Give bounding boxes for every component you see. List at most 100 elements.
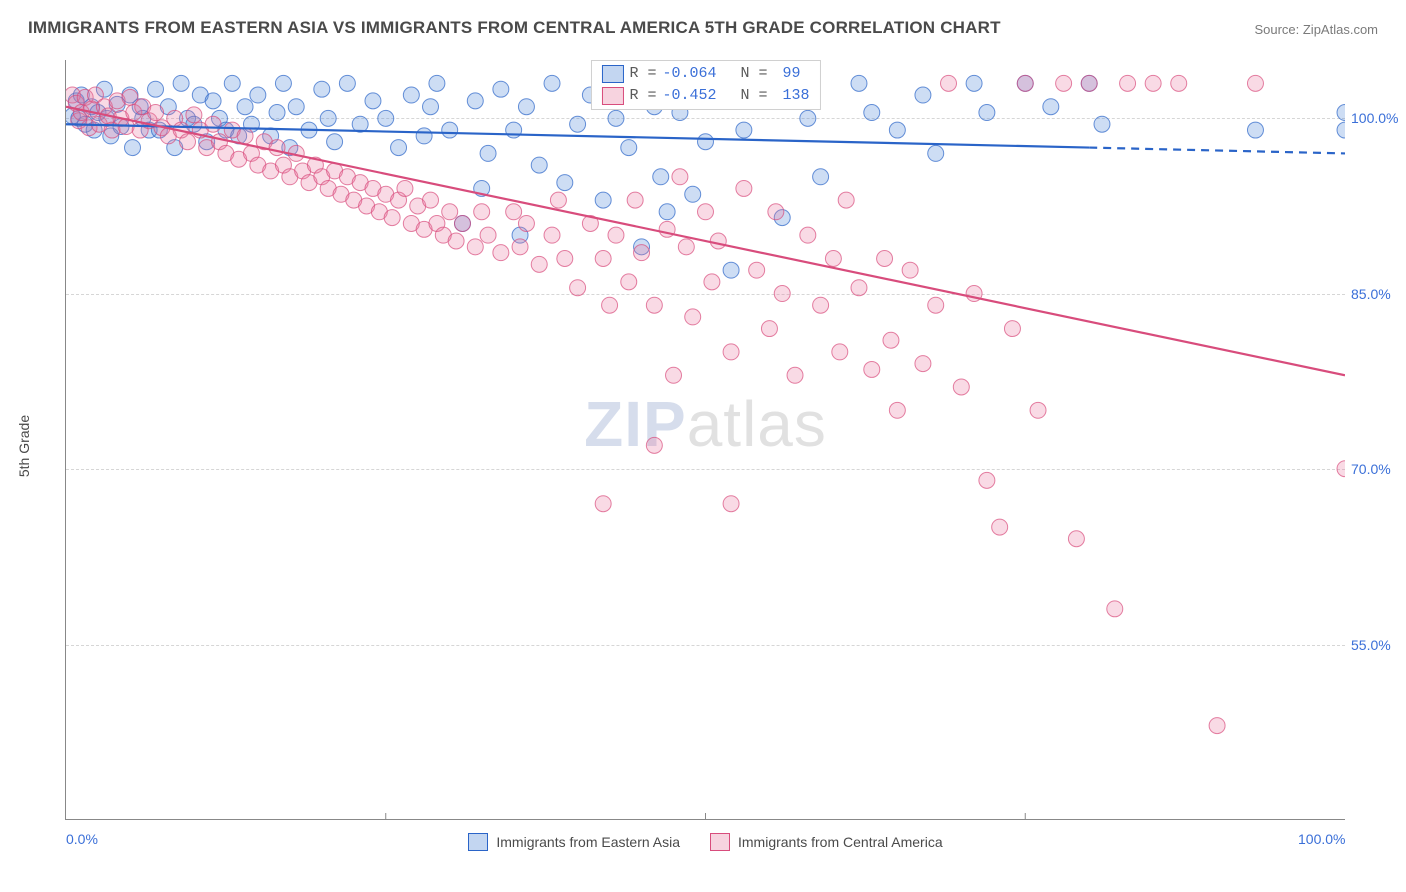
data-point-pink — [1004, 321, 1020, 337]
legend-stat-row-blue: R = -0.064 N = 99 — [601, 63, 809, 85]
data-point-pink — [768, 204, 784, 220]
data-point-blue — [736, 122, 752, 138]
data-point-pink — [672, 169, 688, 185]
data-point-blue — [205, 93, 221, 109]
data-point-pink — [646, 437, 662, 453]
legend-label: Immigrants from Eastern Asia — [496, 834, 680, 850]
data-point-blue — [557, 175, 573, 191]
data-point-pink — [1247, 75, 1263, 91]
data-point-pink — [506, 204, 522, 220]
data-point-pink — [761, 321, 777, 337]
data-point-pink — [883, 332, 899, 348]
data-point-pink — [384, 210, 400, 226]
data-point-pink — [442, 204, 458, 220]
data-point-pink — [736, 180, 752, 196]
data-point-pink — [774, 286, 790, 302]
data-point-blue — [570, 116, 586, 132]
data-point-pink — [698, 204, 714, 220]
data-point-blue — [621, 140, 637, 156]
chart-container: IMMIGRANTS FROM EASTERN ASIA VS IMMIGRAN… — [0, 0, 1406, 892]
data-point-blue — [1247, 122, 1263, 138]
data-point-pink — [1107, 601, 1123, 617]
data-point-blue — [889, 122, 905, 138]
data-point-pink — [864, 361, 880, 377]
data-point-pink — [787, 367, 803, 383]
data-point-pink — [1337, 461, 1345, 477]
data-point-pink — [621, 274, 637, 290]
data-point-pink — [838, 192, 854, 208]
data-point-pink — [608, 227, 624, 243]
data-point-blue — [275, 75, 291, 91]
y-tick-label: 85.0% — [1351, 286, 1403, 302]
data-point-pink — [448, 233, 464, 249]
data-point-pink — [813, 297, 829, 313]
data-point-pink — [186, 107, 202, 123]
data-point-blue — [595, 192, 611, 208]
data-point-pink — [531, 256, 547, 272]
data-point-pink — [480, 227, 496, 243]
data-point-pink — [825, 251, 841, 267]
data-point-blue — [320, 110, 336, 126]
legend-bottom: Immigrants from Eastern AsiaImmigrants f… — [66, 833, 1345, 851]
data-point-pink — [467, 239, 483, 255]
data-point-pink — [550, 192, 566, 208]
data-point-pink — [723, 496, 739, 512]
data-point-pink — [710, 233, 726, 249]
y-tick-label: 55.0% — [1351, 637, 1403, 653]
legend-stat-row-pink: R = -0.452 N = 138 — [601, 85, 809, 107]
data-point-pink — [1120, 75, 1136, 91]
legend-swatch-blue — [468, 833, 488, 851]
data-point-pink — [749, 262, 765, 278]
data-point-blue — [327, 134, 343, 150]
data-point-pink — [512, 239, 528, 255]
data-point-pink — [595, 251, 611, 267]
data-point-pink — [832, 344, 848, 360]
data-point-blue — [314, 81, 330, 97]
data-point-pink — [1068, 531, 1084, 547]
y-axis-label: 5th Grade — [16, 415, 32, 477]
data-point-pink — [646, 297, 662, 313]
data-point-blue — [442, 122, 458, 138]
data-point-blue — [659, 204, 675, 220]
plot-area: ZIPatlas R = -0.064 N = 99R = -0.452 N =… — [65, 60, 1345, 820]
data-point-blue — [979, 105, 995, 121]
data-point-blue — [391, 140, 407, 156]
data-point-blue — [608, 110, 624, 126]
data-point-blue — [378, 110, 394, 126]
data-point-pink — [1209, 718, 1225, 734]
data-point-pink — [544, 227, 560, 243]
data-point-pink — [180, 134, 196, 150]
data-point-pink — [877, 251, 893, 267]
data-point-blue — [288, 99, 304, 115]
data-point-pink — [557, 251, 573, 267]
data-point-blue — [653, 169, 669, 185]
data-point-blue — [493, 81, 509, 97]
data-point-blue — [429, 75, 445, 91]
data-point-pink — [148, 105, 164, 121]
data-point-pink — [941, 75, 957, 91]
data-point-blue — [723, 262, 739, 278]
data-point-pink — [634, 245, 650, 261]
data-point-blue — [250, 87, 266, 103]
legend-swatch-blue — [601, 65, 623, 83]
data-point-pink — [1081, 75, 1097, 91]
data-point-pink — [685, 309, 701, 325]
data-point-blue — [518, 99, 534, 115]
data-point-blue — [1043, 99, 1059, 115]
data-point-pink — [1030, 402, 1046, 418]
data-point-pink — [1171, 75, 1187, 91]
data-point-blue — [800, 110, 816, 126]
data-point-pink — [979, 472, 995, 488]
data-point-pink — [800, 227, 816, 243]
data-point-pink — [627, 192, 643, 208]
data-point-pink — [205, 116, 221, 132]
data-point-pink — [902, 262, 918, 278]
data-point-blue — [544, 75, 560, 91]
data-point-blue — [237, 99, 253, 115]
data-point-blue — [1337, 122, 1345, 138]
source-label: Source: ZipAtlas.com — [1254, 22, 1378, 37]
data-point-blue — [423, 99, 439, 115]
x-tick-label: 100.0% — [1298, 831, 1345, 847]
data-point-blue — [1094, 116, 1110, 132]
data-point-blue — [531, 157, 547, 173]
